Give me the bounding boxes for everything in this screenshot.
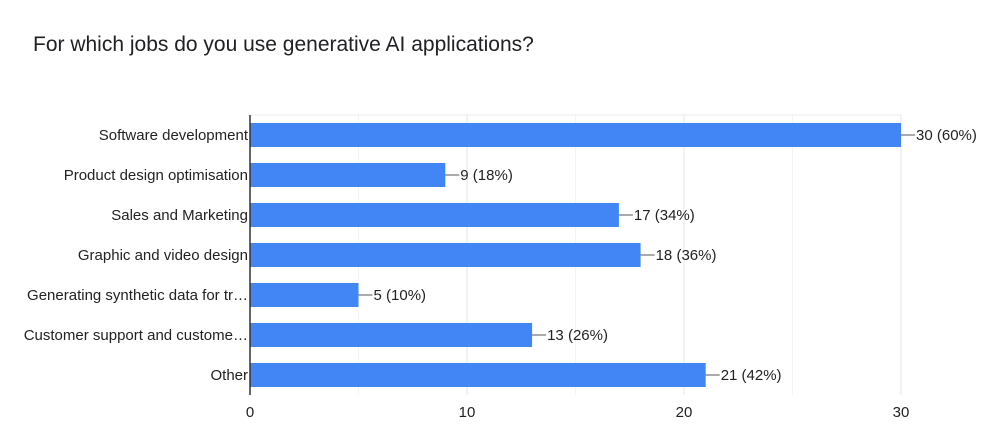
axis: 0 10 20 30	[246, 115, 910, 421]
category-label: Other	[210, 367, 248, 384]
category-label: Generating synthetic data for tr…	[27, 287, 248, 304]
x-tick-label: 0	[246, 404, 254, 421]
category-label: Graphic and video design	[78, 247, 248, 264]
bar	[250, 163, 446, 187]
category-label: Sales and Marketing	[111, 207, 248, 224]
labels: 30 (60%) Software development 9 (18%) Produ…	[24, 127, 977, 384]
data-label: 30 (60%)	[916, 127, 977, 144]
x-tick-label: 30	[893, 404, 910, 421]
x-tick-label: 10	[459, 404, 476, 421]
bar	[250, 323, 533, 347]
category-label: Customer support and custome…	[24, 327, 248, 344]
x-tick-label: 20	[676, 404, 693, 421]
bar	[250, 363, 706, 387]
bar	[250, 123, 901, 147]
chart-title: For which jobs do you use generative AI …	[33, 33, 534, 56]
category-label: Product design optimisation	[64, 167, 248, 184]
bar	[250, 243, 641, 267]
data-label: 9 (18%)	[460, 167, 513, 184]
data-label: 5 (10%)	[374, 287, 427, 304]
bar	[250, 283, 359, 307]
data-label: 18 (36%)	[656, 247, 717, 264]
bar	[250, 203, 619, 227]
data-label: 21 (42%)	[721, 367, 782, 384]
data-label: 17 (34%)	[634, 207, 695, 224]
bars	[250, 123, 901, 387]
category-label: Software development	[99, 127, 249, 144]
data-label: 13 (26%)	[547, 327, 608, 344]
